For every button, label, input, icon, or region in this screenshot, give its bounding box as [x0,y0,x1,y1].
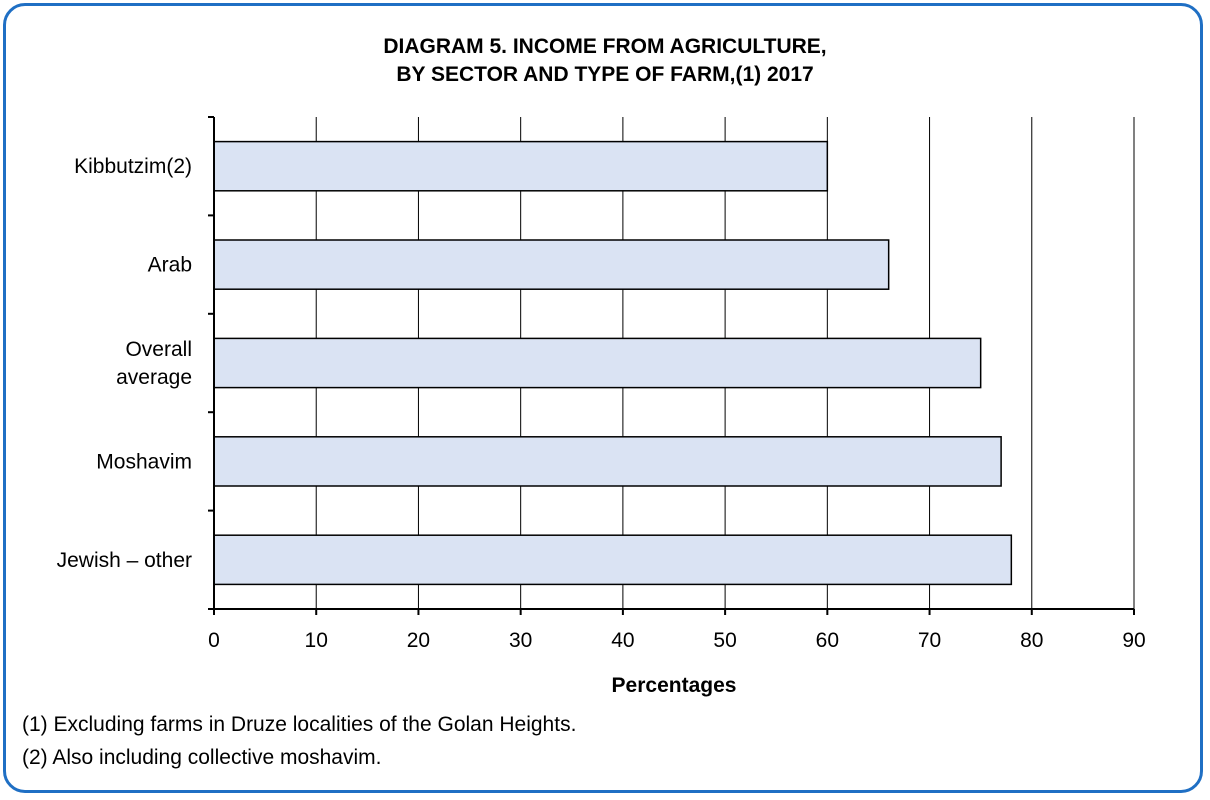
x-tick-label: 0 [208,629,220,652]
bar [213,239,890,290]
bar [213,436,1002,487]
footnote-1: (1) Excluding farms in Druze localities … [22,713,577,736]
category-label: Arab [148,254,192,277]
category-label: Jewish – other [57,549,192,572]
bar [213,534,1013,586]
category-label: Moshavim [96,450,192,473]
chart-title-line-1: DIAGRAM 5. INCOME FROM AGRICULTURE, [383,35,827,58]
bar [213,140,829,192]
x-tick-label: 50 [713,629,736,652]
category-label: Overall [125,338,192,361]
x-tick-label: 10 [305,629,328,652]
x-tick-label: 20 [407,629,430,652]
chart-frame [3,3,1203,793]
x-tick-label: 40 [611,629,634,652]
bar [213,337,982,389]
x-tick-label: 80 [1020,629,1043,652]
x-tick-label: 70 [918,629,941,652]
x-axis-title: Percentages [612,674,737,697]
x-tick-label: 30 [509,629,532,652]
category-label: average [116,366,192,389]
x-tick-label: 60 [816,629,839,652]
category-label: Kibbutzim(2) [74,155,192,178]
x-tick-label: 90 [1122,629,1145,652]
chart-title-line-2: BY SECTOR AND TYPE OF FARM,(1) 2017 [396,63,814,86]
footnote-2: (2) Also including collective moshavim. [22,746,382,769]
